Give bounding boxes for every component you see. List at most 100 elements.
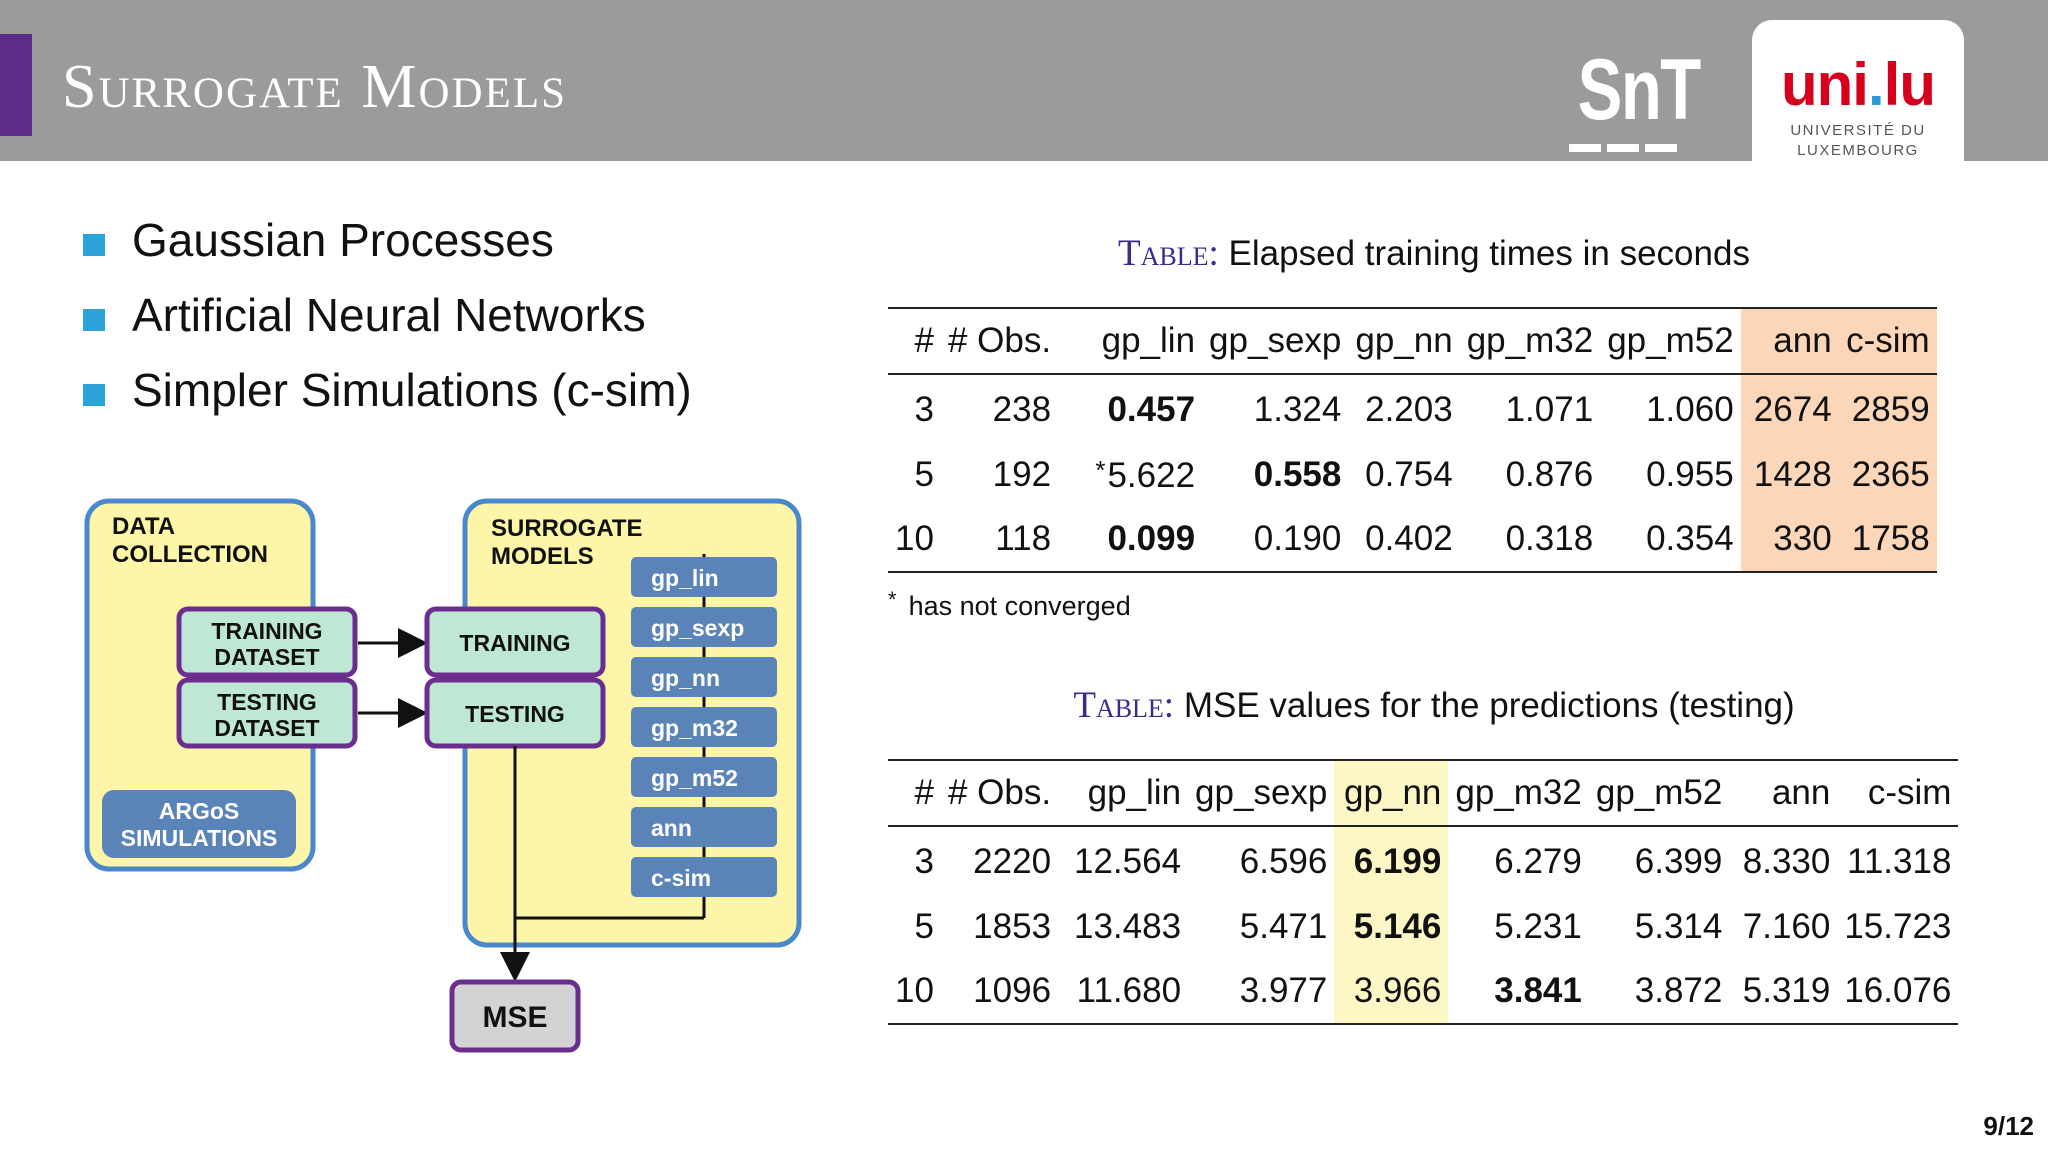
not-converged-mark: * (1095, 454, 1106, 485)
table2-caption: Table: MSE values for the predictions (t… (888, 684, 1980, 728)
column-header: c-sim (1837, 760, 1959, 827)
column-header: gp_sexp (1188, 760, 1335, 827)
model-box-ann (631, 807, 777, 847)
table-cell: 1758 (1838, 507, 1937, 572)
table-cell: 3.872 (1634, 971, 1723, 1010)
table-cell: 5.231 (1494, 907, 1582, 946)
table-cell: 6.596 (1239, 842, 1328, 881)
table1-caption-text: Elapsed training times in seconds (1228, 234, 1750, 273)
mse-label: MSE (482, 1001, 547, 1034)
table-cell: 0.402 (1365, 519, 1453, 558)
table-cell: 3 (914, 842, 934, 881)
table-row: 3 2220 12.564 6.596 6.199 6.279 6.399 8.… (888, 826, 1958, 895)
column-header: gp_m32 (1448, 760, 1589, 827)
table-cell: 118 (995, 519, 1052, 558)
model-box-gp-m32 (631, 707, 777, 747)
table-cell: 1.071 (1505, 390, 1594, 429)
column-header: gp_m32 (1459, 308, 1601, 375)
model-label: gp_nn (651, 665, 720, 691)
training-dataset-label: DATASET (214, 644, 319, 670)
testing-dataset-label: TESTING (217, 689, 317, 715)
model-box-gp-sexp (631, 607, 777, 647)
column-header: gp_nn (1334, 760, 1449, 827)
column-header: # (888, 308, 941, 375)
bullet-list: Gaussian Processes Artificial Neural Net… (80, 205, 692, 430)
table-cell: 330 (1740, 507, 1839, 572)
slide-header: Surrogate Models SnT uni.lu UNIVERSITÉ D… (0, 0, 2048, 161)
table-cell: 6.399 (1634, 842, 1723, 881)
table-cell: 16.076 (1844, 971, 1952, 1010)
table-cell: 15.723 (1844, 907, 1952, 946)
slide-title: Surrogate Models (62, 53, 568, 121)
mse-box (449, 979, 581, 1053)
table-cell-best: 0.099 (1107, 519, 1196, 558)
table-cell: 2365 (1838, 443, 1937, 507)
table-cell: 1.324 (1253, 390, 1342, 429)
surrogate-models-label: MODELS (491, 543, 594, 570)
table-cell: 1.060 (1646, 390, 1734, 429)
bullet-square-icon (83, 384, 105, 406)
column-header: # Obs. (940, 760, 1059, 827)
column-header: # (888, 760, 941, 827)
data-collection-label: COLLECTION (112, 541, 268, 568)
table-cell: 6.279 (1494, 842, 1582, 881)
table-cell: 1428 (1740, 443, 1839, 507)
table-row: 10 1096 11.680 3.977 3.966 3.841 3.872 5… (888, 959, 1958, 1024)
table-cell: 11.318 (1846, 842, 1952, 881)
table-cell-not-converged: *5.622 (1095, 454, 1196, 495)
snt-logo: SnT (1565, 42, 1701, 152)
bullet-item: Gaussian Processes (80, 205, 692, 280)
uni-lu-wordmark: uni.lu (1781, 51, 1936, 118)
table-cell: 2.203 (1365, 390, 1453, 429)
table-cell: 5.314 (1634, 907, 1723, 946)
table-cell: 5 (914, 907, 934, 946)
model-box-gp-m52 (631, 757, 777, 797)
table-cell: 10 (895, 519, 934, 558)
column-header: gp_sexp (1202, 308, 1349, 375)
bullet-item: Artificial Neural Networks (80, 280, 692, 355)
table-cell-best: 6.199 (1334, 826, 1449, 895)
table-row: 3 238 0.457 1.324 2.203 1.071 1.060 2674… (888, 374, 1937, 443)
table-cell: 5.319 (1742, 971, 1831, 1010)
table-cell-best: 5.146 (1334, 895, 1449, 959)
mse-values-table: # # Obs. gp_lin gp_sexp gp_nn gp_m32 gp_… (888, 759, 1959, 1025)
table-header-row: # # Obs. gp_lin gp_sexp gp_nn gp_m32 gp_… (888, 760, 1959, 827)
model-box-gp-lin (631, 557, 777, 597)
table-cell: 3.977 (1239, 971, 1328, 1010)
snt-logo-text: SnT (1577, 42, 1702, 138)
surrogate-pipeline-diagram: DATA COLLECTION TRAINING DATASET TESTING… (84, 498, 802, 1053)
model-label: c-sim (651, 865, 711, 891)
table1-caption: Table: Elapsed training times in seconds (888, 232, 1980, 276)
page-number: 9/12 (1983, 1111, 2034, 1141)
footnote-text: has not converged (908, 591, 1131, 621)
uni-logo-line-1: UNIVERSITÉ DU (1790, 122, 1926, 139)
table-cell: 2674 (1740, 374, 1839, 443)
table-cell: 2220 (973, 842, 1052, 881)
column-header: c-sim (1838, 308, 1937, 375)
table-cell-best: 0.558 (1253, 455, 1342, 494)
column-header: gp_nn (1348, 308, 1460, 375)
table-cell: 0.354 (1646, 519, 1734, 558)
model-label: ann (651, 815, 692, 841)
table1-caption-tag: Table: (1118, 233, 1219, 274)
table-cell: 3 (914, 390, 934, 429)
bullet-square-icon (83, 309, 105, 331)
argos-simulations-label: SIMULATIONS (121, 825, 278, 851)
table-cell: 0.876 (1505, 455, 1594, 494)
table2-caption-text: MSE values for the predictions (testing) (1183, 686, 1795, 725)
table2-caption-tag: Table: (1073, 685, 1175, 726)
data-collection-label: DATA (112, 513, 175, 540)
table-cell-best: 3.841 (1494, 971, 1582, 1010)
table-cell: 2859 (1838, 374, 1937, 443)
column-header: # Obs. (940, 308, 1059, 375)
table-cell: 1853 (973, 907, 1052, 946)
model-label: gp_lin (651, 565, 719, 591)
table-cell: 0.754 (1365, 455, 1453, 494)
table-cell: 13.483 (1073, 907, 1182, 946)
training-times-table: # # Obs. gp_lin gp_sexp gp_nn gp_m32 gp_… (888, 307, 1937, 573)
snt-logo-bars (1569, 144, 1677, 152)
testing-dataset-label: DATASET (214, 715, 319, 741)
training-dataset-label: TRAINING (211, 618, 322, 644)
model-box-c-sim (631, 857, 777, 897)
training-dataset-box (176, 606, 358, 678)
